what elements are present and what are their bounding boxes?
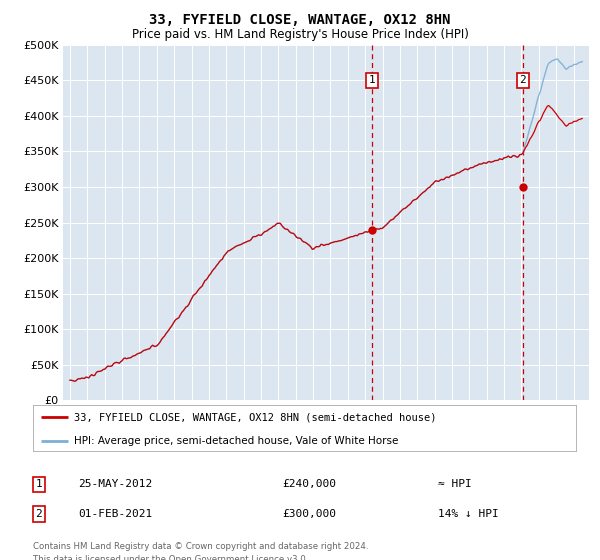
- Text: ≈ HPI: ≈ HPI: [438, 479, 472, 489]
- Text: 1: 1: [368, 76, 375, 85]
- Text: Contains HM Land Registry data © Crown copyright and database right 2024.
This d: Contains HM Land Registry data © Crown c…: [33, 542, 368, 560]
- Text: 2: 2: [520, 76, 526, 85]
- Text: 1: 1: [35, 479, 43, 489]
- Text: 2: 2: [35, 509, 43, 519]
- Text: Price paid vs. HM Land Registry's House Price Index (HPI): Price paid vs. HM Land Registry's House …: [131, 28, 469, 41]
- Text: £300,000: £300,000: [282, 509, 336, 519]
- Text: HPI: Average price, semi-detached house, Vale of White Horse: HPI: Average price, semi-detached house,…: [74, 436, 398, 446]
- Text: 33, FYFIELD CLOSE, WANTAGE, OX12 8HN (semi-detached house): 33, FYFIELD CLOSE, WANTAGE, OX12 8HN (se…: [74, 412, 436, 422]
- Text: 25-MAY-2012: 25-MAY-2012: [78, 479, 152, 489]
- Text: 01-FEB-2021: 01-FEB-2021: [78, 509, 152, 519]
- Text: 33, FYFIELD CLOSE, WANTAGE, OX12 8HN: 33, FYFIELD CLOSE, WANTAGE, OX12 8HN: [149, 13, 451, 27]
- Text: 14% ↓ HPI: 14% ↓ HPI: [438, 509, 499, 519]
- Text: £240,000: £240,000: [282, 479, 336, 489]
